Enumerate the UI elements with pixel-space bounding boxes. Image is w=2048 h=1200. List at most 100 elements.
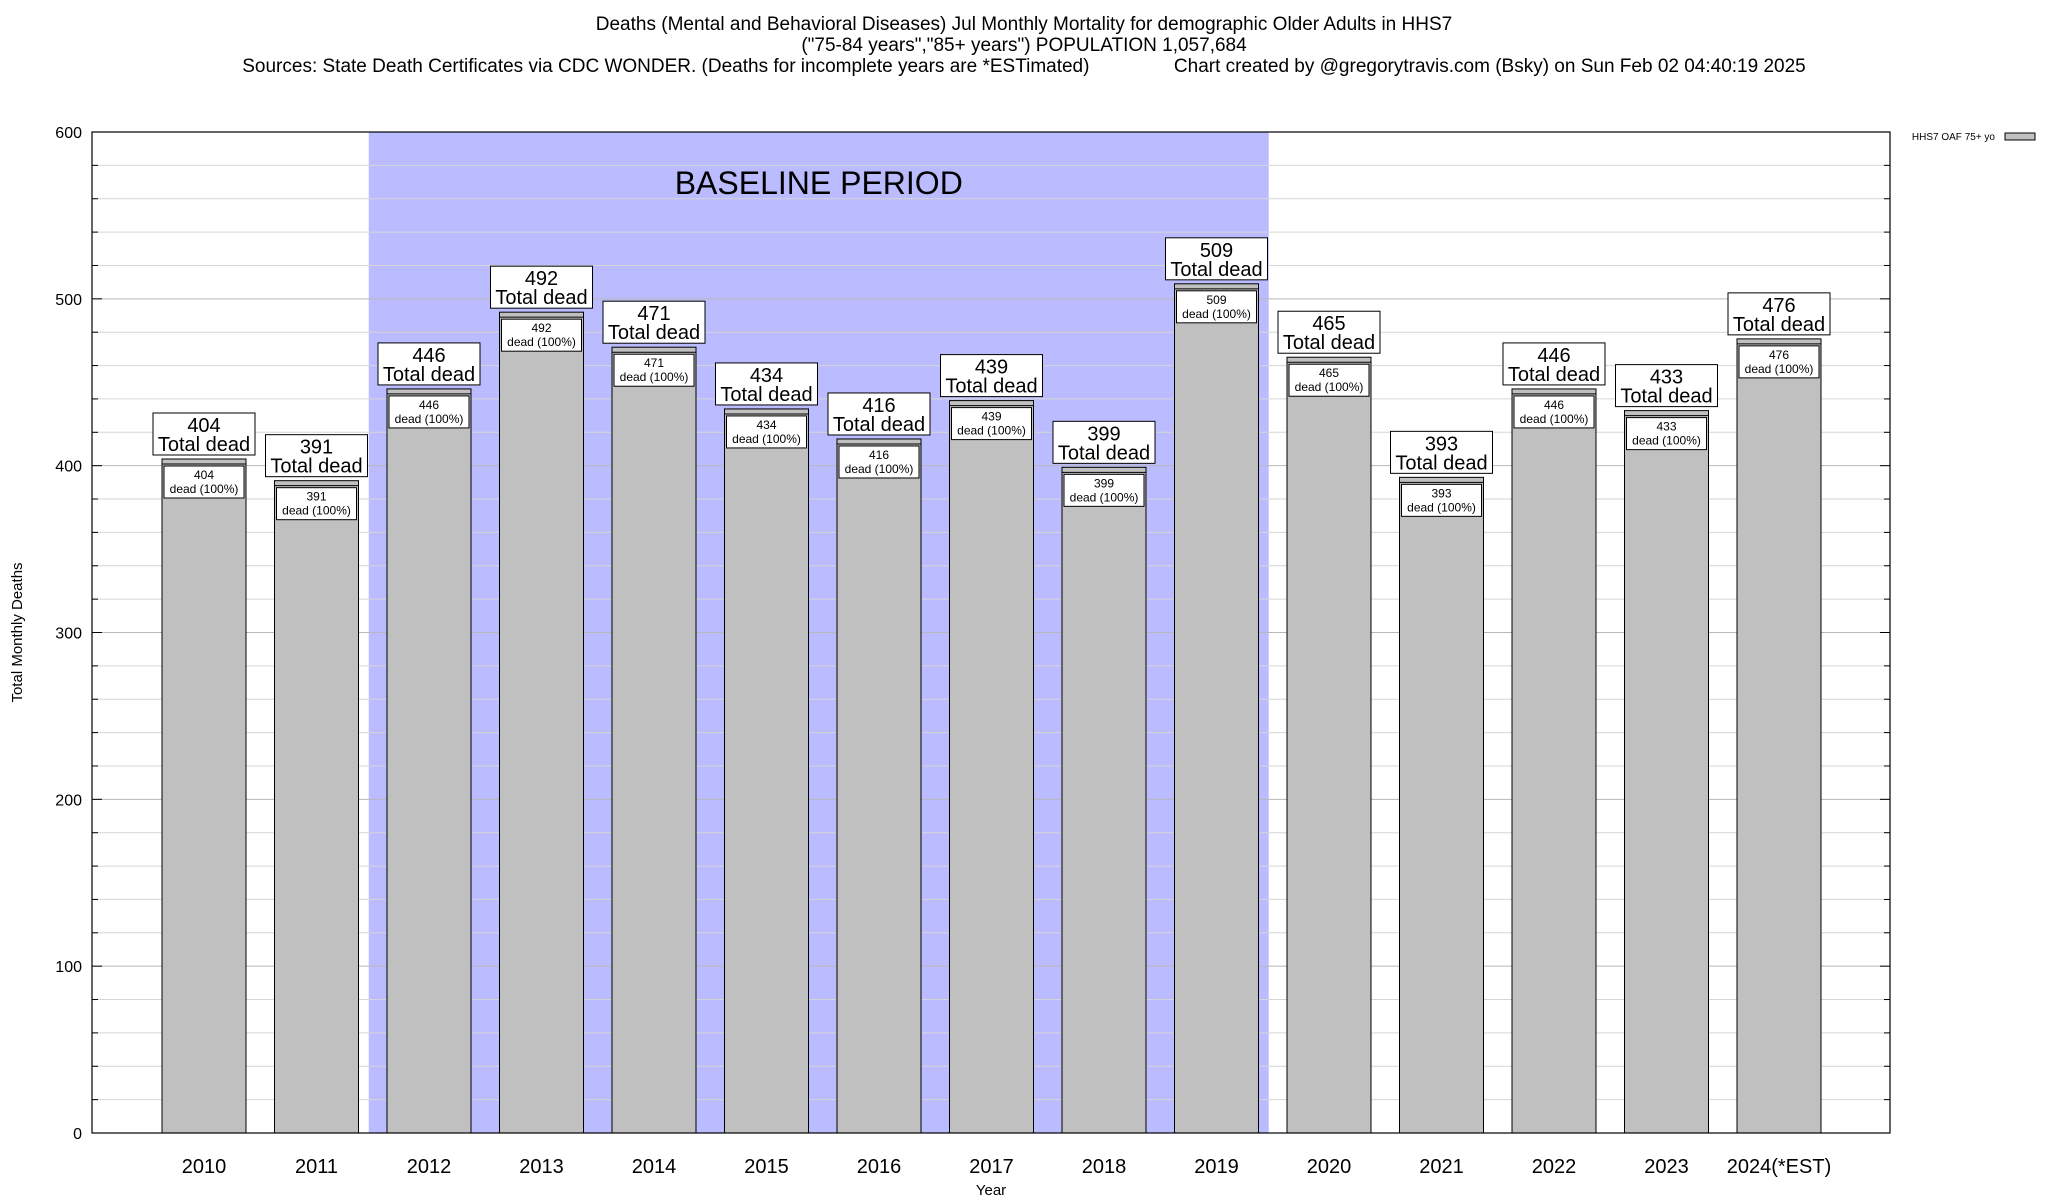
inner-label-box <box>951 407 1032 441</box>
plot-frame <box>91 131 1891 1134</box>
outer-total-dead-label: Total dead <box>720 384 812 406</box>
inner-percent-label: dead (100%) <box>1632 434 1701 448</box>
bar <box>949 400 1034 1134</box>
inner-label-box <box>1288 363 1370 397</box>
bar <box>161 458 247 1134</box>
bar <box>1061 466 1147 1134</box>
inner-value-label: 446 <box>419 398 439 412</box>
x-tick-label: 2014 <box>632 1156 677 1178</box>
inner-label-box <box>276 487 357 521</box>
chart-source-line: Sources: State Death Certificates via CD… <box>242 56 1806 77</box>
x-tick-label: 2022 <box>1532 1156 1577 1178</box>
inner-value-label: 446 <box>1544 398 1564 412</box>
x-tick-label: 2017 <box>969 1156 1014 1178</box>
inner-value-label: 434 <box>756 418 776 432</box>
outer-total-dead-label: Total dead <box>1620 386 1712 408</box>
outer-value-label: 416 <box>862 395 895 417</box>
outer-label-box <box>827 392 931 436</box>
inner-percent-label: dead (100%) <box>1182 307 1251 321</box>
inner-label-box <box>726 415 807 449</box>
inner-percent-label: dead (100%) <box>170 482 239 496</box>
outer-total-dead-label: Total dead <box>1733 314 1825 336</box>
inner-percent-label: dead (100%) <box>1070 490 1139 504</box>
chart-subtitle: ("75-84 years","85+ years") POPULATION 1… <box>801 35 1247 56</box>
inner-value-label: 391 <box>306 490 326 504</box>
inner-label-box <box>1513 395 1595 429</box>
inner-value-label: 465 <box>1319 366 1339 380</box>
inner-value-label: 399 <box>1094 476 1114 490</box>
outer-value-label: 393 <box>1425 433 1458 455</box>
x-tick-label: 2024(*EST) <box>1727 1156 1832 1178</box>
y-tick-label: 0 <box>73 1126 82 1143</box>
inner-label-box <box>163 465 245 499</box>
outer-label-box <box>152 412 256 456</box>
outer-value-label: 433 <box>1650 367 1683 389</box>
outer-label-box <box>490 265 593 309</box>
inner-percent-label: dead (100%) <box>957 424 1026 438</box>
bar <box>1174 283 1259 1134</box>
y-tick-label: 600 <box>55 125 82 142</box>
bar <box>724 408 809 1134</box>
inner-percent-label: dead (100%) <box>1745 362 1814 376</box>
outer-value-label: 439 <box>975 357 1008 379</box>
chart-title: Deaths (Mental and Behavioral Diseases) … <box>595 14 1453 35</box>
bar <box>1399 476 1484 1134</box>
inner-value-label: 404 <box>194 468 214 482</box>
inner-value-label: 476 <box>1769 348 1789 362</box>
x-tick-label: 2011 <box>295 1156 338 1178</box>
inner-label-box <box>1626 417 1707 451</box>
outer-total-dead-label: Total dead <box>1170 259 1262 281</box>
outer-value-label: 492 <box>525 268 558 290</box>
x-tick-label: 2019 <box>1194 1156 1239 1178</box>
inner-percent-label: dead (100%) <box>732 432 801 446</box>
inner-value-label: 509 <box>1206 293 1226 307</box>
outer-total-dead-label: Total dead <box>608 322 700 344</box>
x-tick-label: 2021 <box>1419 1156 1464 1178</box>
bar <box>1511 388 1597 1134</box>
legend-label: HHS7 OAF 75+ yo <box>1912 132 1996 143</box>
inner-value-label: 433 <box>1656 420 1676 434</box>
inner-percent-label: dead (100%) <box>620 370 689 384</box>
outer-total-dead-label: Total dead <box>495 287 587 309</box>
inner-percent-label: dead (100%) <box>1520 412 1589 426</box>
x-tick-label: 2023 <box>1644 1156 1689 1178</box>
inner-percent-label: dead (100%) <box>395 412 464 426</box>
inner-percent-label: dead (100%) <box>282 504 351 518</box>
outer-label-box <box>602 300 706 344</box>
y-tick-label: 500 <box>55 292 82 309</box>
outer-value-label: 471 <box>637 303 670 325</box>
outer-value-label: 476 <box>1762 295 1795 317</box>
x-tick-label: 2012 <box>407 1156 452 1178</box>
baseline-period-label: BASELINE PERIOD <box>675 165 963 201</box>
x-axis-label: Year <box>976 1182 1006 1199</box>
outer-value-label: 391 <box>300 437 333 459</box>
y-tick-label: 200 <box>55 792 82 809</box>
outer-total-dead-label: Total dead <box>1508 364 1600 386</box>
outer-label-box <box>715 362 818 406</box>
inner-label-box <box>388 395 470 429</box>
outer-total-dead-label: Total dead <box>1283 332 1375 354</box>
inner-percent-label: dead (100%) <box>507 335 576 349</box>
outer-label-box <box>1502 342 1606 386</box>
outer-value-label: 509 <box>1200 240 1233 262</box>
inner-value-label: 471 <box>644 356 664 370</box>
bar <box>1736 338 1822 1134</box>
outer-label-box <box>377 342 481 386</box>
inner-label-box <box>1176 290 1257 324</box>
inner-label-box <box>1063 473 1145 507</box>
outer-value-label: 446 <box>1537 345 1570 367</box>
inner-value-label: 416 <box>869 448 889 462</box>
inner-value-label: 393 <box>1431 486 1451 500</box>
chart-title-block: Deaths (Mental and Behavioral Diseases) … <box>0 14 2048 77</box>
outer-value-label: 446 <box>412 345 445 367</box>
bar <box>499 311 584 1134</box>
inner-label-box <box>501 318 582 352</box>
inner-value-label: 439 <box>981 410 1001 424</box>
outer-label-box <box>1727 292 1831 336</box>
outer-value-label: 399 <box>1087 423 1120 445</box>
inner-percent-label: dead (100%) <box>1407 500 1476 514</box>
bar <box>386 388 472 1134</box>
outer-total-dead-label: Total dead <box>270 456 362 478</box>
outer-total-dead-label: Total dead <box>158 434 250 456</box>
